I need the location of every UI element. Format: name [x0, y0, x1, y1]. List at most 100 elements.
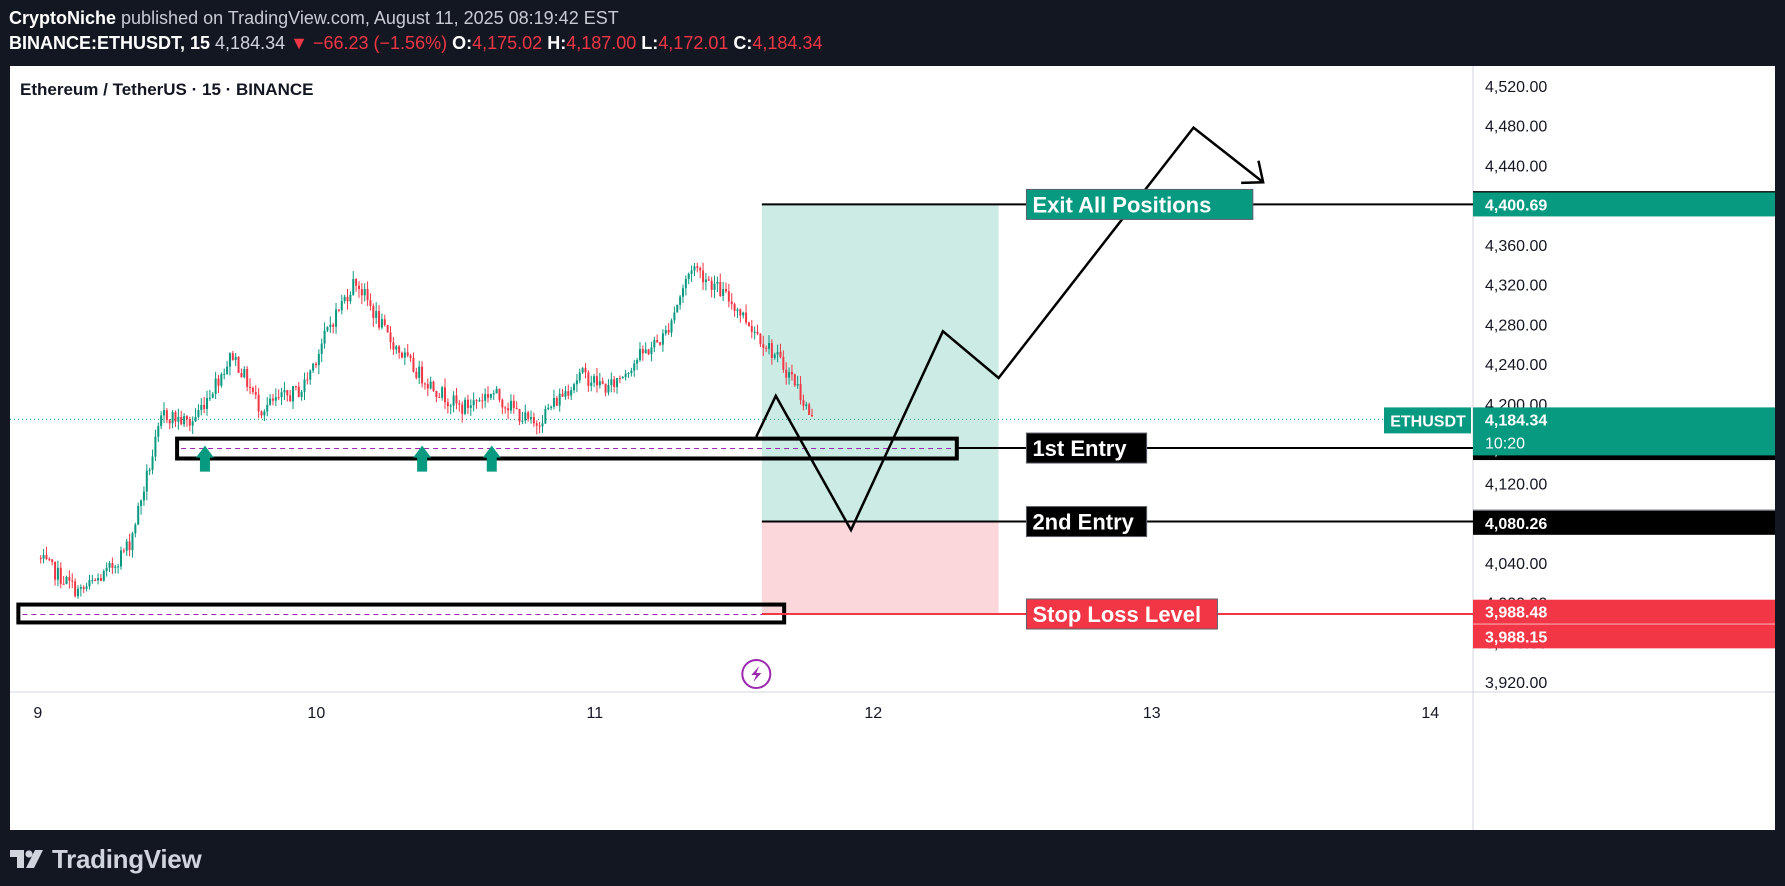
candle-body [581, 368, 584, 373]
candle-body [547, 407, 550, 410]
candle-body [535, 423, 538, 426]
candle-body [180, 416, 183, 425]
candle-body [504, 407, 507, 409]
candle-body [687, 273, 690, 279]
candle-body [515, 407, 518, 410]
level-label: 2nd Entry [1025, 506, 1148, 538]
candle-body [756, 331, 759, 334]
candle-body [289, 395, 292, 402]
footer-brand: TradingView [10, 842, 202, 876]
candle-body [498, 388, 501, 400]
candle-body [306, 379, 309, 381]
candle-body [673, 312, 676, 321]
tradingview-logo-icon [10, 850, 43, 868]
candle-body [211, 393, 214, 398]
candle-body [429, 381, 432, 389]
candle-body [88, 580, 91, 587]
candle-body [217, 378, 220, 386]
candle-body [266, 404, 269, 412]
candle-body [400, 352, 403, 358]
price-axis-label-bg [1473, 599, 1775, 624]
level-label-text: 2nd Entry [1032, 510, 1134, 535]
price-axis-tick-label: 4,520.00 [1485, 79, 1547, 96]
candle-body [656, 340, 659, 343]
price-axis-label: 4,080.26 [1485, 516, 1547, 533]
price-axis-tick-label: 4,320.00 [1485, 278, 1547, 295]
candle-body [79, 587, 82, 589]
candle-body [541, 423, 544, 427]
time-axis-tick-label: 9 [33, 705, 42, 722]
price-axis-label: 4,400.69 [1485, 197, 1547, 214]
candle-body [707, 279, 710, 281]
candle-body [105, 567, 108, 572]
candle-body [165, 410, 168, 421]
candle-body [624, 373, 627, 378]
candle-body [727, 291, 730, 302]
last-price: 4,184.34 [215, 33, 286, 53]
candle-body [630, 370, 633, 374]
candle-body [283, 390, 286, 393]
candle-body [300, 391, 303, 397]
candle-body [466, 399, 469, 408]
candle-body [584, 368, 587, 373]
price-axis-label-bg [1473, 192, 1775, 217]
candle-body [102, 571, 105, 581]
candle-body [220, 374, 223, 386]
candle-body [704, 279, 707, 283]
candle-body [337, 309, 340, 311]
candle-body [464, 399, 467, 414]
candle-body [659, 342, 662, 345]
level-label: Exit All Positions [1025, 188, 1254, 220]
candle-body [406, 352, 409, 356]
candle-body [770, 343, 773, 358]
price-axis-label: 3,988.15 [1485, 629, 1547, 646]
candle-body [157, 426, 160, 437]
candle-body [246, 369, 249, 387]
symbol-tag-bg [1384, 407, 1471, 434]
open-label: O: [452, 33, 473, 53]
time-axis-tick-label: 13 [1143, 705, 1161, 722]
candle-body [346, 296, 349, 302]
ohlc-line: BINANCE:ETHUSDT, 15 4,184.34 ▼ −66.23 (−… [9, 31, 822, 56]
candle-body [742, 312, 745, 316]
candle-body [736, 309, 739, 311]
candle-body [441, 387, 444, 398]
candle-body [194, 416, 197, 422]
candle-body [550, 406, 553, 408]
candle-body [716, 281, 719, 284]
author-name[interactable]: CryptoNiche [9, 8, 117, 28]
loss-zone [761, 521, 999, 615]
candle-body [759, 333, 762, 345]
candle-body [231, 353, 234, 360]
level-label-text: Exit All Positions [1032, 192, 1211, 217]
candle-body [314, 363, 317, 366]
chart-canvas[interactable]: Exit All Positions 1st Entry 2nd Entry Stop… [10, 66, 1775, 830]
candle-body [532, 417, 535, 424]
candle-body [495, 388, 498, 394]
close-value: 4,184.34 [752, 33, 823, 53]
level-label: 1st Entry [1025, 432, 1148, 464]
candle-body [148, 469, 151, 471]
low-value: 4,172.01 [658, 33, 729, 53]
candle-body [59, 567, 62, 584]
candle-body [203, 404, 206, 409]
candle-body [575, 380, 578, 385]
chart-area[interactable]: Exit All Positions 1st Entry 2nd Entry Stop… [10, 66, 1775, 830]
candle-body [335, 309, 338, 327]
candle-body [458, 403, 461, 405]
candle-body [573, 384, 576, 391]
candle-body [174, 412, 177, 422]
candle-body [251, 387, 254, 393]
candle-body [352, 279, 355, 295]
candle-body [286, 390, 289, 396]
candle-body [613, 379, 616, 387]
time-axis-tick-label: 12 [864, 705, 882, 722]
candle-body [684, 278, 687, 289]
candle-body [142, 491, 145, 501]
candle-body [538, 425, 541, 427]
candle-body [796, 384, 799, 386]
price-axis-tick-label: 3,920.00 [1485, 675, 1547, 692]
level-label: Stop Loss Level [1025, 598, 1218, 630]
candle-body [76, 588, 79, 597]
candle-body [530, 417, 533, 419]
